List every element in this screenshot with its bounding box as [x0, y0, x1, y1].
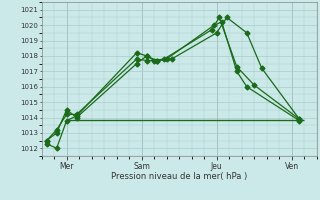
X-axis label: Pression niveau de la mer( hPa ): Pression niveau de la mer( hPa )	[111, 172, 247, 181]
